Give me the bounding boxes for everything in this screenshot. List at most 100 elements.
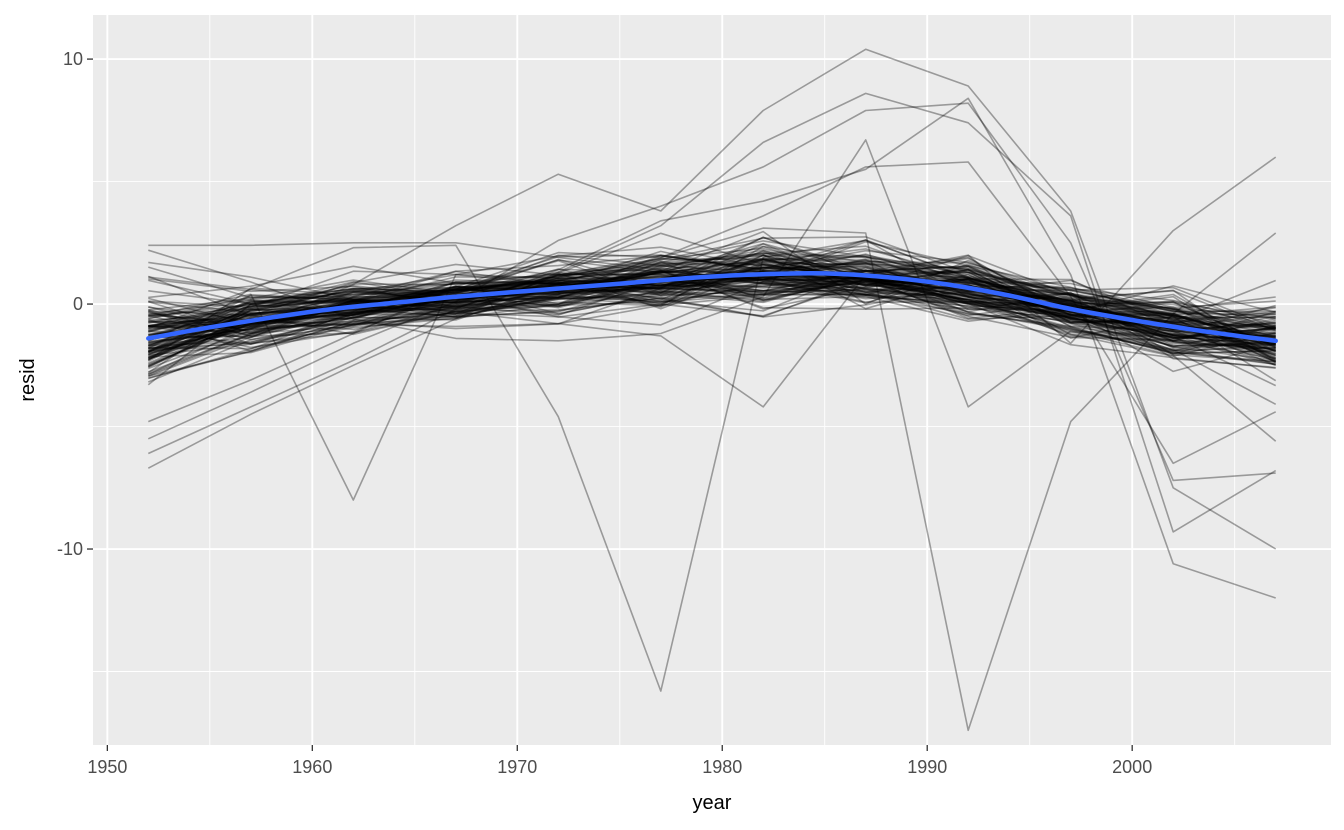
residual-series-line <box>148 258 1276 339</box>
residual-series-line <box>148 279 1276 357</box>
residual-series-line <box>148 278 1276 342</box>
residual-series-line <box>148 261 1276 333</box>
residual-series-line <box>148 260 1276 332</box>
residual-series-line <box>148 269 1276 344</box>
residual-series-line <box>148 273 1276 360</box>
residual-series-line <box>148 263 1276 350</box>
residual-series-line <box>148 276 1276 362</box>
residual-series-line <box>148 279 1276 377</box>
major-gridlines <box>93 15 1331 745</box>
y-tick-label: 0 <box>73 294 83 314</box>
residual-series-line <box>148 269 1276 359</box>
residual-series-line <box>148 281 1276 366</box>
residual-series-line <box>148 269 1276 349</box>
residual-series-line <box>148 280 1277 406</box>
minor-gridlines <box>93 15 1331 745</box>
residual-series-line <box>148 239 1276 692</box>
x-tick-label: 1950 <box>87 757 127 777</box>
residual-series-line <box>148 287 1276 369</box>
x-tick-label: 1960 <box>292 757 332 777</box>
residual-series-line <box>148 266 1277 353</box>
residual-series-line <box>148 272 1276 355</box>
residual-series-line <box>148 161 1277 465</box>
residual-series-line <box>148 291 1276 373</box>
residual-series-line <box>147 232 1276 361</box>
residual-series-line <box>148 269 1276 352</box>
axis-ticks <box>87 58 1133 751</box>
residual-series-line <box>148 254 1276 352</box>
residual-series-line <box>147 236 1276 352</box>
residual-series-line <box>148 266 1276 351</box>
smooth-trend-layer <box>146 270 1278 344</box>
residual-series-line <box>148 260 1276 330</box>
residual-series-line <box>148 281 1276 338</box>
residual-series-line <box>148 252 1276 359</box>
residual-series-line <box>148 276 1276 363</box>
residual-series-line <box>148 281 1276 339</box>
residual-series-line <box>148 281 1276 334</box>
x-tick-label: 2000 <box>1112 757 1152 777</box>
residual-series-line <box>148 240 1276 322</box>
plot-panel <box>93 15 1331 745</box>
residual-series-line <box>147 258 1276 355</box>
residual-series-line <box>148 257 1276 314</box>
residual-series-line <box>148 156 1277 408</box>
residual-series-line <box>148 281 1276 377</box>
x-tick-label: 1990 <box>907 757 947 777</box>
residual-series-line <box>148 283 1276 351</box>
residual-series-line <box>148 48 1277 550</box>
residual-series-line <box>148 273 1276 352</box>
residual-series-line <box>148 264 1276 345</box>
residual-series-line <box>148 258 1277 364</box>
residual-series-line <box>148 246 1276 329</box>
residual-series-line <box>148 254 1276 333</box>
residual-series-line <box>148 254 1276 341</box>
residual-series-line <box>148 278 1276 358</box>
residual-series-line <box>147 97 1276 599</box>
x-axis-title: year <box>693 792 732 814</box>
residual-series-line <box>148 273 1276 366</box>
residual-series-line <box>148 263 1276 328</box>
residual-series-line <box>148 272 1276 341</box>
residual-series-line <box>148 280 1276 370</box>
residual-series-line <box>148 254 1276 366</box>
smooth-trend-line <box>146 270 1278 344</box>
residual-series-line <box>147 92 1277 533</box>
residual-series-line <box>148 252 1276 353</box>
residual-series-line <box>147 275 1276 375</box>
residual-series-line <box>148 250 1277 364</box>
residual-series-line <box>148 257 1277 363</box>
residual-series-line <box>148 264 1276 331</box>
x-tick-label: 1980 <box>702 757 742 777</box>
residual-series-line <box>148 139 1277 442</box>
residual-series-line <box>148 259 1276 350</box>
residual-series-line <box>148 249 1276 339</box>
residual-series-line <box>148 259 1276 345</box>
residual-series-line <box>148 260 1276 319</box>
residual-series-line <box>148 258 1276 341</box>
residual-series-line <box>148 259 1276 338</box>
residual-series-line <box>147 276 1277 369</box>
residual-series-line <box>147 258 1276 343</box>
residual-series-line <box>148 247 1276 333</box>
residual-series-line <box>147 227 1277 732</box>
y-tick-label: -10 <box>57 539 83 559</box>
residual-series-line <box>148 245 1276 349</box>
residual-series-line <box>147 285 1276 368</box>
residual-series-line <box>148 279 1276 354</box>
y-axis-title: resid <box>17 358 39 401</box>
residual-series-line <box>148 249 1276 332</box>
tick-labels: 1950 1960 1970 1980 1990 2000 -10 0 10 <box>57 49 1152 777</box>
x-tick-label: 1970 <box>497 757 537 777</box>
residual-series-line <box>148 264 1277 349</box>
residual-series-line <box>147 270 1276 383</box>
residual-series-line <box>147 254 1276 367</box>
residual-series-line <box>148 279 1276 369</box>
residual-series-line <box>148 242 1276 315</box>
residual-series-line <box>148 255 1277 387</box>
residual-series-line <box>147 102 1276 482</box>
y-tick-label: 10 <box>63 49 83 69</box>
residual-series-line <box>147 248 1276 353</box>
residual-series-line <box>148 254 1276 333</box>
